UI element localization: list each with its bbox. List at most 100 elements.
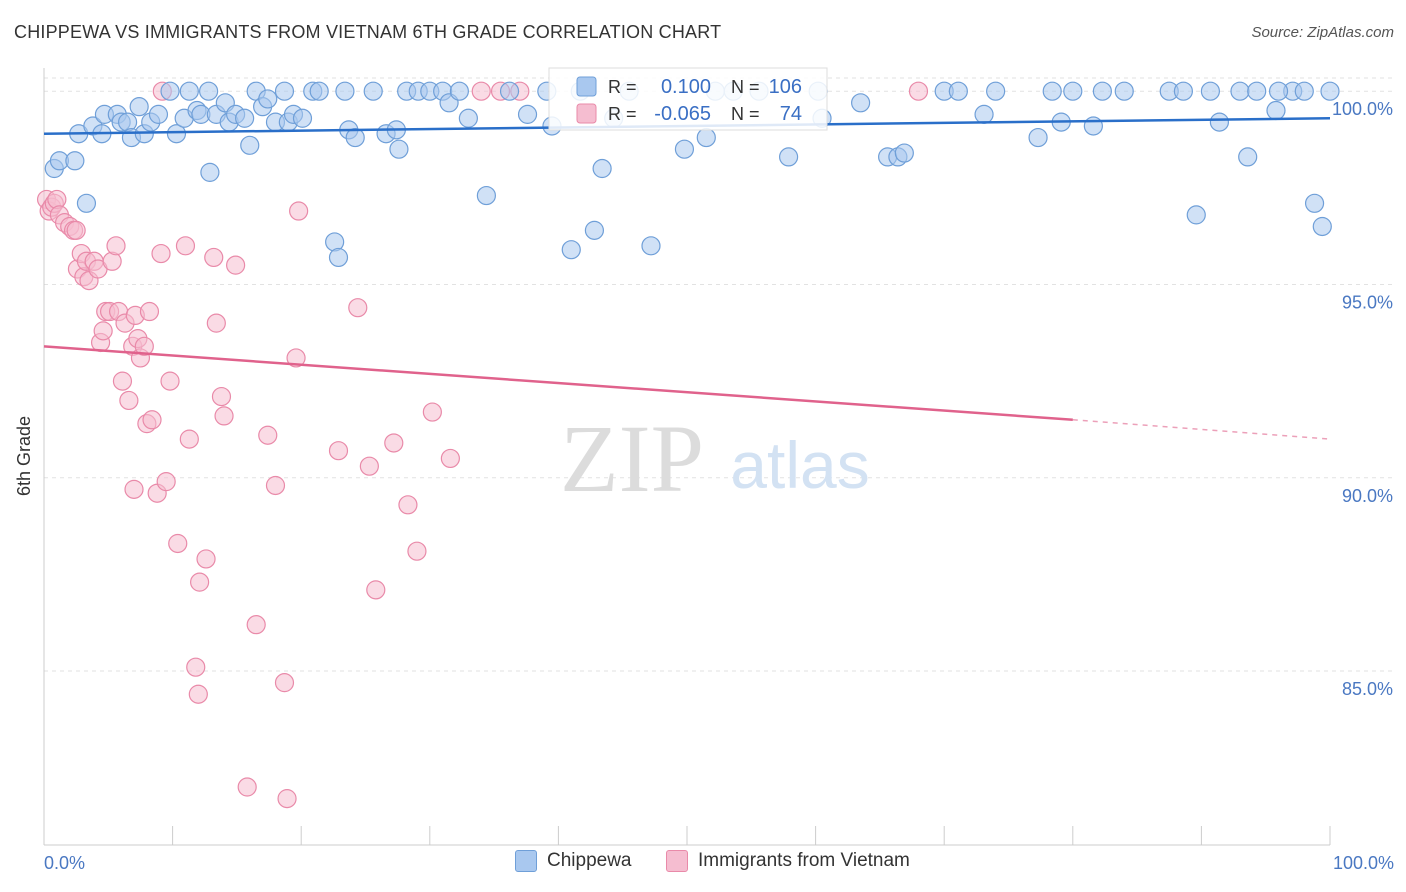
x-tick-label-min: 0.0% xyxy=(44,853,85,873)
data-point xyxy=(1200,81,1221,101)
data-point xyxy=(196,549,216,569)
data-point xyxy=(199,81,219,101)
data-point xyxy=(156,472,176,492)
y-axis-label: 6th Grade xyxy=(14,416,34,496)
watermark: ZIP atlas xyxy=(560,405,870,512)
trend-line-vietnam xyxy=(43,345,1073,422)
data-point xyxy=(1114,81,1134,101)
legend-item-chippewa[interactable]: Chippewa xyxy=(515,850,632,872)
data-point xyxy=(407,541,427,561)
data-point xyxy=(258,425,278,445)
data-point xyxy=(908,81,929,101)
data-point xyxy=(112,371,133,391)
data-point xyxy=(894,143,914,163)
data-point xyxy=(348,298,368,318)
data-point xyxy=(160,81,180,101)
data-point xyxy=(328,247,349,268)
data-point xyxy=(561,240,581,260)
data-point xyxy=(335,81,355,101)
n-label-chippewa: N = xyxy=(731,77,760,97)
data-point xyxy=(696,127,716,148)
data-point xyxy=(134,336,154,356)
data-point xyxy=(186,657,206,677)
watermark-atlas: atlas xyxy=(730,428,869,502)
data-point xyxy=(1268,81,1289,101)
data-point xyxy=(641,236,661,256)
data-point xyxy=(1173,81,1193,101)
data-point xyxy=(1209,112,1230,132)
data-point xyxy=(1042,81,1062,101)
data-point xyxy=(148,104,169,124)
data-point xyxy=(584,220,605,240)
data-point xyxy=(211,386,232,407)
data-point xyxy=(1304,193,1325,213)
data-point xyxy=(384,433,404,453)
x-ticks xyxy=(43,826,1331,845)
y-tick-label: 100.0% xyxy=(1332,99,1393,119)
data-point xyxy=(119,390,139,411)
data-point xyxy=(179,429,199,449)
data-point xyxy=(124,479,144,499)
data-point xyxy=(471,81,491,101)
trend-lines xyxy=(43,117,1331,440)
data-point xyxy=(1238,147,1258,167)
data-point xyxy=(226,255,246,275)
legend-item-vietnam[interactable]: Immigrants from Vietnam xyxy=(666,850,910,872)
legend-label-chippewa: Chippewa xyxy=(547,850,632,871)
data-point xyxy=(214,406,234,426)
legend-swatch-vietnam xyxy=(666,850,688,872)
data-point xyxy=(366,580,386,600)
data-point xyxy=(309,81,329,101)
data-point xyxy=(328,441,349,461)
y-tick-labels: 85.0% 90.0% 95.0% 100.0% xyxy=(1332,99,1393,699)
data-point xyxy=(1320,81,1340,101)
stats-swatch-vietnam xyxy=(576,103,597,124)
data-point xyxy=(166,124,187,144)
data-point xyxy=(93,321,113,341)
data-point xyxy=(1083,116,1103,136)
y-tick-label: 90.0% xyxy=(1342,486,1393,506)
data-point xyxy=(948,81,968,101)
data-point xyxy=(440,448,460,469)
data-point xyxy=(200,162,220,182)
data-point xyxy=(363,81,383,101)
data-point xyxy=(142,410,162,430)
data-point xyxy=(188,684,208,704)
data-point xyxy=(674,139,695,159)
data-point xyxy=(389,139,409,159)
watermark-zip: ZIP xyxy=(560,405,704,512)
data-point xyxy=(204,247,224,268)
data-point xyxy=(359,456,379,476)
data-point xyxy=(65,151,85,171)
r-label-chippewa: R = xyxy=(608,77,637,97)
data-point xyxy=(274,673,295,693)
data-point xyxy=(1063,81,1083,101)
data-point xyxy=(286,348,306,368)
data-point xyxy=(289,201,309,221)
r-label-vietnam: R = xyxy=(608,104,637,124)
data-point xyxy=(160,371,180,391)
r-value-vietnam: -0.065 xyxy=(654,103,711,125)
y-tick-label: 95.0% xyxy=(1342,292,1393,312)
source-label: Source: ZipAtlas.com xyxy=(1251,24,1394,41)
data-point xyxy=(179,81,199,101)
data-point xyxy=(592,158,612,179)
data-point xyxy=(151,243,171,264)
data-point xyxy=(476,185,496,206)
data-point xyxy=(274,81,295,101)
data-point xyxy=(974,104,994,124)
data-point xyxy=(1092,81,1112,101)
data-point xyxy=(1266,100,1286,121)
n-label-vietnam: N = xyxy=(731,104,760,124)
data-point xyxy=(517,104,538,124)
trend-line-vietnam-extension xyxy=(1072,419,1331,440)
data-point xyxy=(129,97,149,117)
data-point xyxy=(206,313,226,333)
data-point xyxy=(1230,81,1250,101)
data-point xyxy=(1294,81,1314,101)
gridlines xyxy=(44,77,1394,672)
data-point xyxy=(168,533,188,554)
data-point xyxy=(76,193,97,213)
data-point xyxy=(345,127,365,148)
